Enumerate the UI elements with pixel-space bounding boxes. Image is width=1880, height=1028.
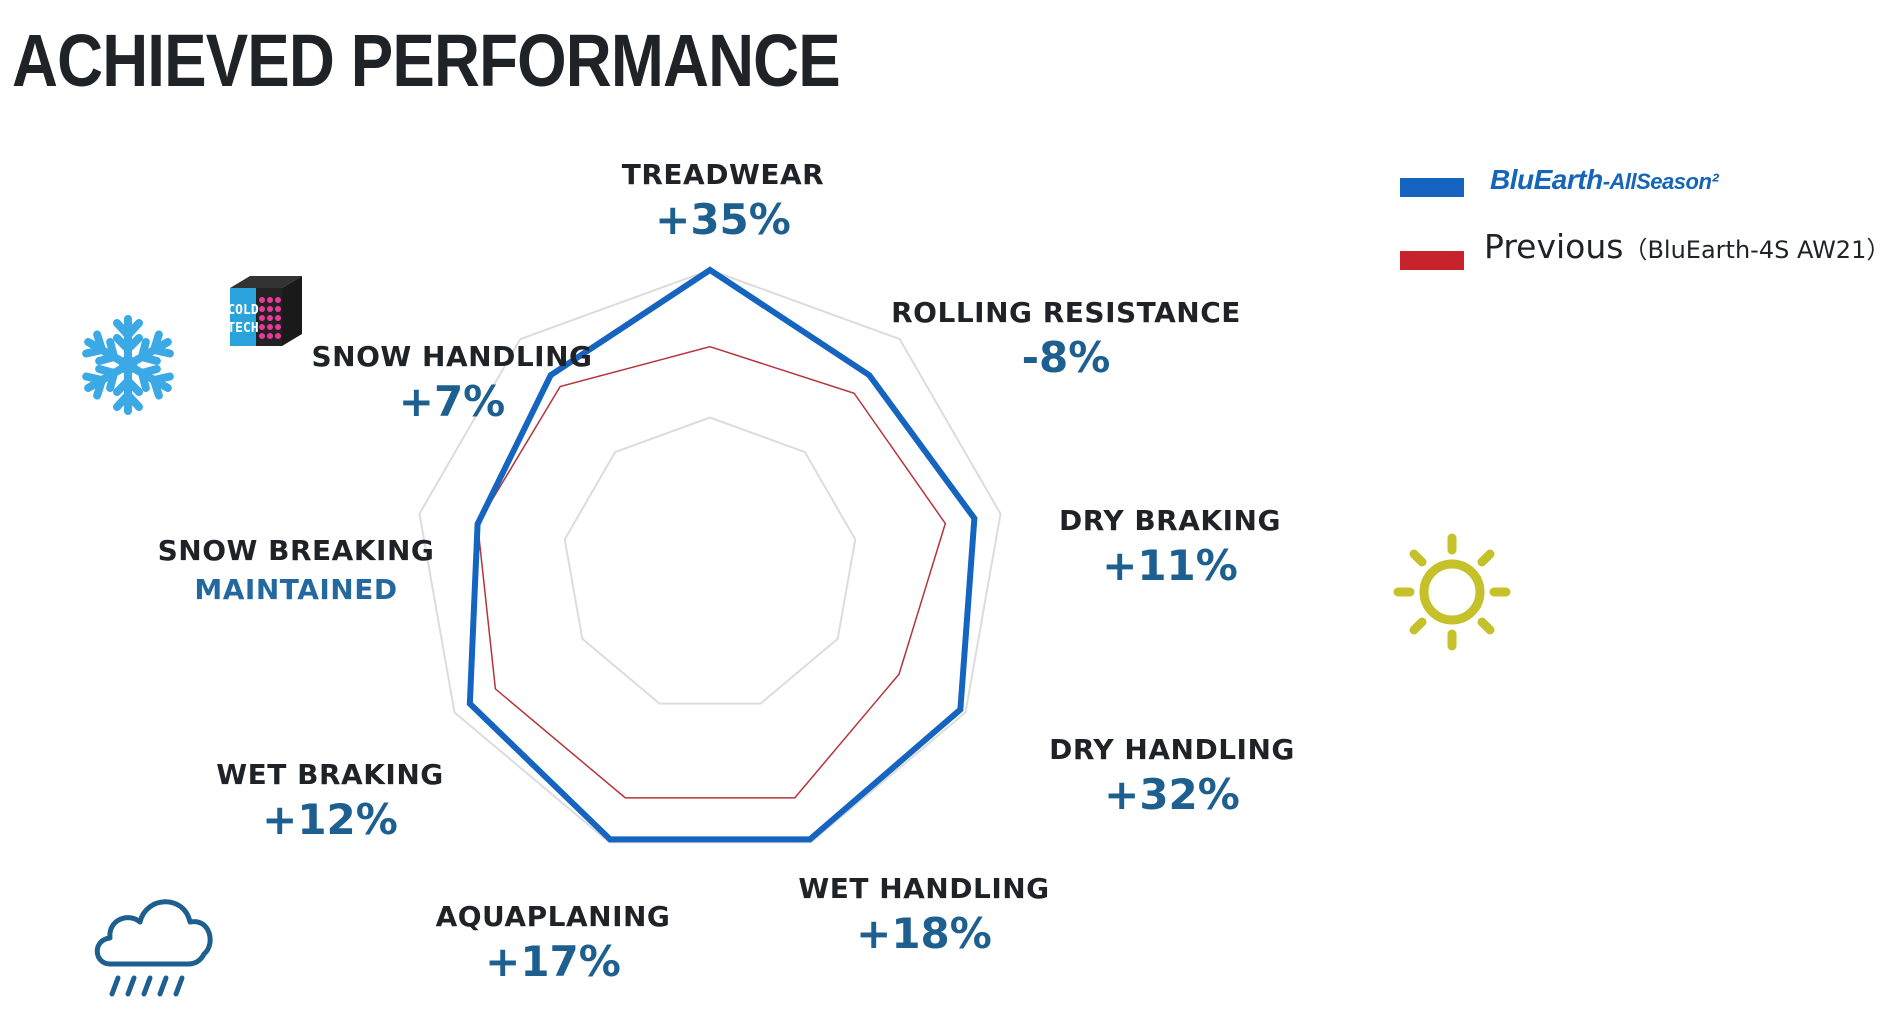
- axis-change-snow-handling: +7%: [398, 377, 506, 426]
- coldtech-text-2: TECH: [227, 321, 258, 336]
- axis-name-dry-handling: DRY HANDLING: [1049, 733, 1295, 766]
- brand-main: BluEarth: [1490, 164, 1603, 195]
- brand-logo-text: BluEarth-AllSeason²: [1490, 164, 1719, 196]
- previous-label: Previous: [1484, 227, 1624, 266]
- legend-label-previous: Previous（BluEarth-4S AW21）: [1484, 227, 1880, 266]
- axis-label-snow-handling: SNOW HANDLING +7%: [312, 340, 593, 426]
- previous-note: （BluEarth-4S AW21）: [1623, 236, 1880, 264]
- axis-change-rolling-resistance: -8%: [1021, 333, 1111, 382]
- axis-name-wet-braking: WET BRAKING: [216, 758, 444, 791]
- axis-label-snow-breaking: SNOW BREAKING MAINTAINED: [158, 534, 435, 606]
- grid-ring-1: [563, 416, 857, 705]
- page-title: ACHIEVED PERFORMANCE: [12, 19, 841, 102]
- axis-label-wet-braking: WET BRAKING +12%: [216, 758, 443, 844]
- axis-change-wet-braking: +12%: [262, 795, 398, 844]
- axis-change-dry-braking: +11%: [1102, 541, 1238, 590]
- axis-label-dry-braking: DRY BRAKING +11%: [1059, 504, 1281, 590]
- axis-change-aquaplaning: +17%: [485, 937, 621, 986]
- legend-swatch-previous: [1400, 251, 1464, 270]
- axis-name-snow-breaking: SNOW BREAKING: [157, 534, 435, 567]
- legend-swatch-current: [1400, 178, 1464, 197]
- axis-name-treadwear: TREADWEAR: [621, 158, 825, 191]
- coldtech-text-1: COLD: [227, 303, 258, 318]
- axis-label-dry-handling: DRY HANDLING +32%: [1049, 733, 1295, 819]
- snowflake-icon: [78, 315, 178, 418]
- brand-sub: -AllSeason²: [1602, 169, 1719, 194]
- series-line-previous: [476, 345, 947, 799]
- sun-icon: [1393, 533, 1511, 651]
- axis-name-rolling-resistance: ROLLING RESISTANCE: [891, 296, 1241, 329]
- axis-name-wet-handling: WET HANDLING: [798, 872, 1050, 905]
- series-line-current: [466, 266, 978, 843]
- axis-change-snow-breaking: MAINTAINED: [194, 573, 398, 606]
- axis-label-treadwear: TREADWEAR +35%: [622, 158, 824, 244]
- axis-name-dry-braking: DRY BRAKING: [1059, 504, 1281, 537]
- axis-change-treadwear: +35%: [655, 195, 791, 244]
- radar-series: [466, 266, 978, 843]
- axis-label-wet-handling: WET HANDLING +18%: [798, 872, 1049, 958]
- axis-label-aquaplaning: AQUAPLANING +17%: [436, 900, 671, 986]
- axis-name-snow-handling: SNOW HANDLING: [311, 340, 593, 373]
- rain-cloud-icon: [94, 899, 213, 997]
- axis-change-dry-handling: +32%: [1104, 770, 1240, 819]
- axis-name-aquaplaning: AQUAPLANING: [435, 900, 671, 933]
- coldtech-badge-icon: COLD TECH: [227, 276, 302, 346]
- axis-label-rolling-resistance: ROLLING RESISTANCE -8%: [891, 296, 1241, 382]
- axis-change-wet-handling: +18%: [856, 909, 992, 958]
